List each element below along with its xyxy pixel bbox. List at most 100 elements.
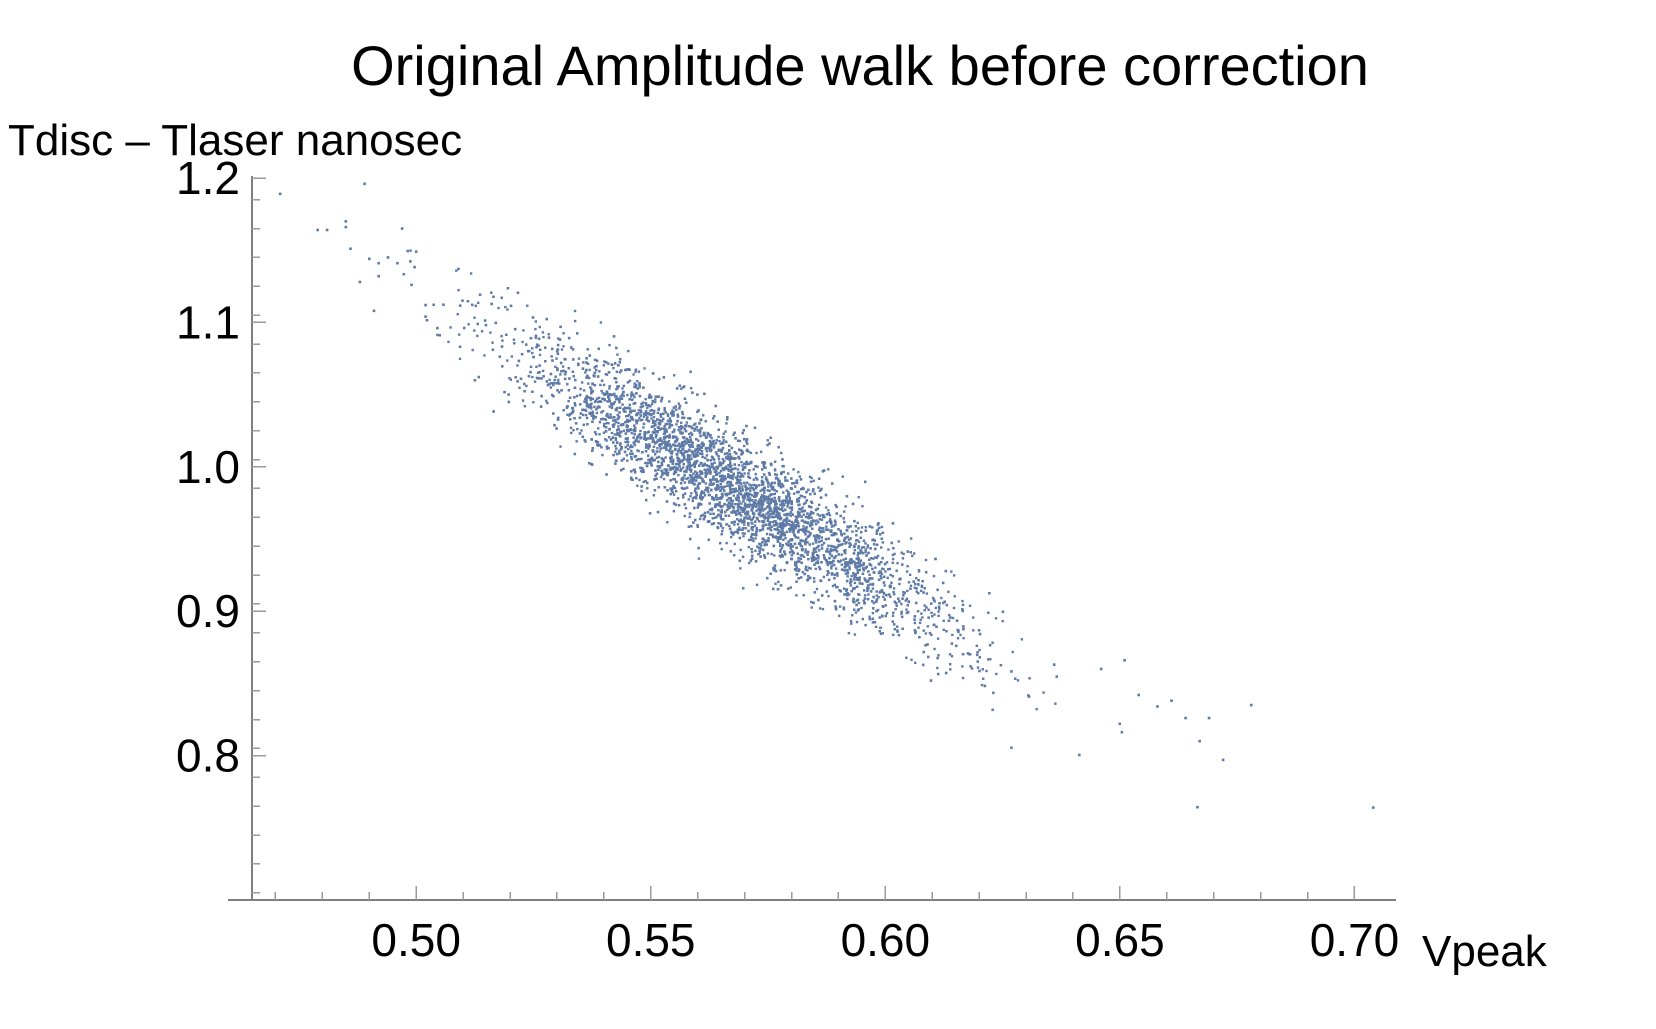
data-point bbox=[605, 473, 608, 476]
data-point bbox=[875, 532, 878, 535]
data-point bbox=[601, 397, 604, 400]
data-point bbox=[662, 457, 665, 461]
data-point bbox=[803, 572, 806, 576]
data-point bbox=[647, 396, 651, 399]
data-point bbox=[852, 597, 855, 601]
data-point bbox=[804, 537, 808, 541]
data-point bbox=[626, 443, 630, 447]
data-point bbox=[1016, 679, 1020, 682]
data-point bbox=[810, 600, 813, 604]
data-point bbox=[722, 439, 726, 442]
data-point bbox=[551, 347, 554, 351]
data-point bbox=[842, 517, 845, 520]
data-point bbox=[726, 454, 730, 458]
data-point bbox=[633, 424, 636, 427]
data-point bbox=[981, 668, 984, 671]
data-point bbox=[976, 653, 979, 657]
data-point bbox=[885, 612, 889, 615]
data-point bbox=[586, 348, 589, 351]
data-point bbox=[790, 500, 793, 503]
data-point bbox=[587, 461, 591, 465]
data-point bbox=[848, 559, 852, 562]
data-point bbox=[856, 569, 860, 572]
data-point bbox=[884, 614, 888, 618]
data-point bbox=[783, 518, 786, 522]
data-point bbox=[917, 626, 920, 629]
data-point bbox=[1198, 739, 1201, 743]
data-point bbox=[851, 530, 854, 533]
data-point bbox=[807, 566, 811, 570]
data-point bbox=[699, 472, 703, 476]
data-point bbox=[628, 403, 631, 407]
data-point bbox=[868, 617, 872, 621]
data-point bbox=[603, 393, 606, 397]
data-point bbox=[634, 386, 638, 389]
data-point bbox=[791, 522, 795, 525]
data-point bbox=[900, 615, 904, 619]
data-point bbox=[573, 309, 577, 313]
data-point bbox=[747, 493, 751, 496]
data-point bbox=[774, 569, 778, 573]
data-point bbox=[597, 347, 600, 351]
data-point bbox=[1120, 730, 1124, 734]
data-point bbox=[891, 620, 894, 623]
data-point bbox=[615, 395, 618, 398]
data-point bbox=[623, 406, 627, 410]
data-point bbox=[529, 365, 533, 369]
data-point bbox=[773, 481, 776, 485]
data-point bbox=[908, 573, 912, 577]
data-point bbox=[889, 585, 892, 588]
data-point bbox=[594, 399, 597, 402]
data-point bbox=[663, 440, 667, 444]
data-point bbox=[739, 490, 742, 493]
data-point bbox=[794, 561, 797, 564]
data-point bbox=[620, 446, 623, 450]
data-point bbox=[785, 501, 788, 504]
data-point bbox=[924, 644, 927, 647]
data-point bbox=[810, 521, 813, 525]
data-point bbox=[717, 435, 720, 439]
data-point bbox=[716, 487, 719, 491]
data-point bbox=[682, 436, 685, 439]
data-point bbox=[652, 412, 655, 415]
data-point bbox=[769, 493, 773, 496]
data-point bbox=[674, 471, 678, 474]
data-point bbox=[612, 402, 615, 406]
data-point bbox=[845, 568, 849, 572]
data-point bbox=[690, 475, 693, 478]
data-point bbox=[756, 465, 759, 468]
data-point bbox=[425, 319, 429, 322]
data-point bbox=[699, 428, 702, 431]
data-point bbox=[658, 421, 662, 425]
data-point bbox=[646, 454, 650, 457]
data-point bbox=[762, 516, 766, 519]
data-point bbox=[806, 535, 810, 539]
data-point bbox=[800, 510, 804, 513]
data-point bbox=[673, 435, 677, 438]
data-point bbox=[573, 452, 577, 456]
data-point bbox=[742, 437, 746, 441]
data-point bbox=[936, 637, 940, 640]
data-point bbox=[614, 450, 617, 453]
data-point bbox=[782, 520, 785, 523]
data-point bbox=[800, 508, 803, 511]
data-point bbox=[633, 409, 636, 412]
data-point bbox=[627, 349, 630, 353]
data-point bbox=[740, 502, 743, 505]
data-point bbox=[597, 396, 601, 400]
data-point bbox=[849, 578, 852, 581]
data-point bbox=[677, 448, 681, 452]
data-point bbox=[779, 517, 782, 521]
data-point bbox=[895, 604, 898, 607]
data-point bbox=[782, 491, 785, 494]
data-point bbox=[584, 440, 587, 443]
data-point bbox=[799, 576, 803, 579]
data-point bbox=[636, 379, 639, 383]
data-point bbox=[602, 364, 606, 367]
data-point bbox=[749, 461, 752, 464]
data-point bbox=[651, 437, 654, 440]
data-point bbox=[796, 515, 799, 519]
data-point bbox=[610, 431, 614, 435]
data-point bbox=[862, 539, 866, 543]
data-point bbox=[587, 382, 590, 385]
